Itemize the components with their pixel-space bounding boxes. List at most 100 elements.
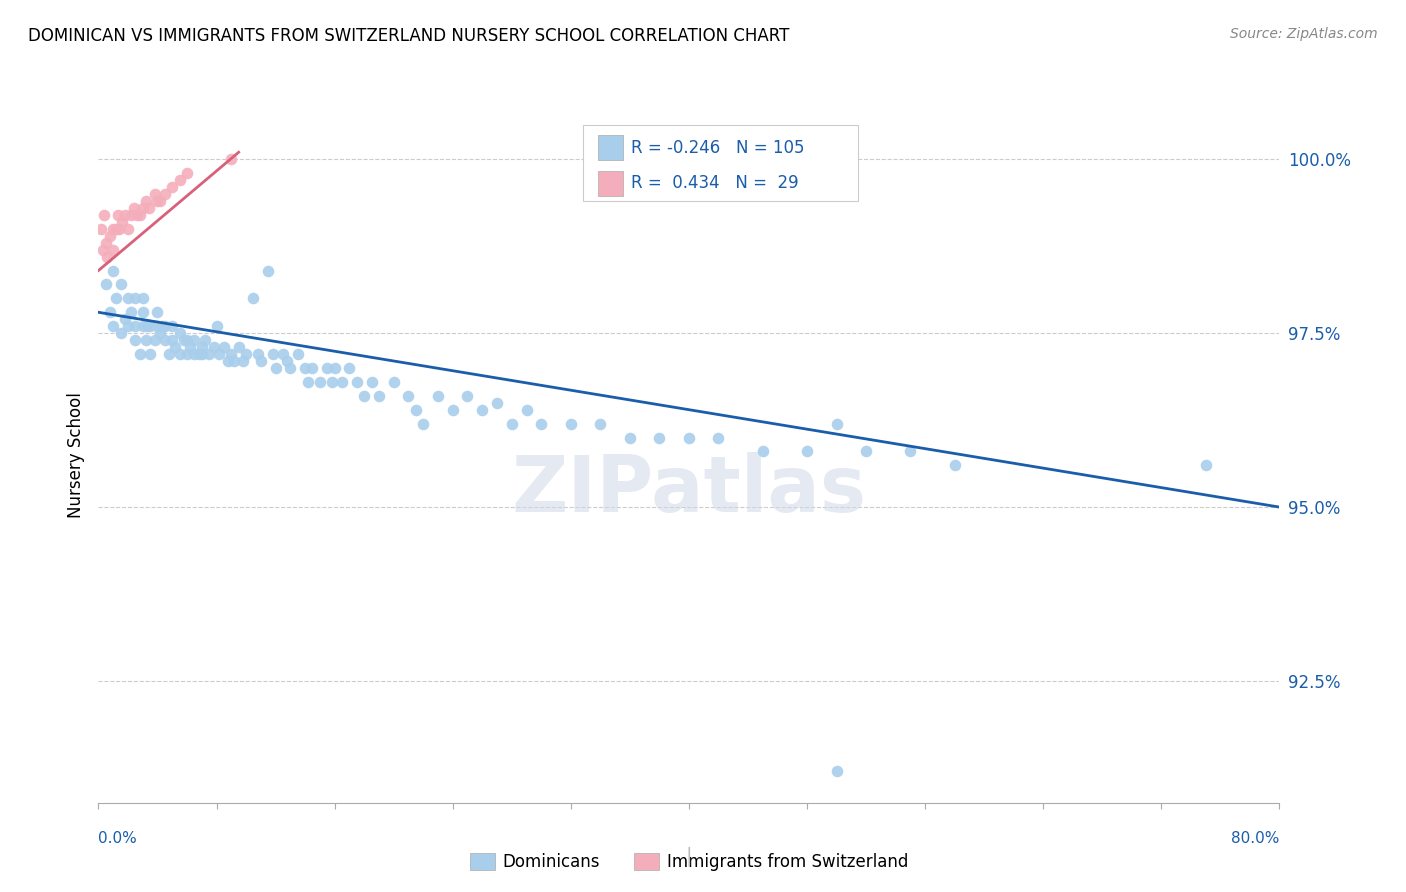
Point — [242, 292, 264, 306]
Point — [235, 347, 257, 361]
Point — [707, 431, 730, 445]
Point — [228, 340, 250, 354]
Text: R =  0.434   N =  29: R = 0.434 N = 29 — [631, 175, 799, 193]
Point — [396, 389, 419, 403]
Point — [330, 375, 353, 389]
Point — [309, 375, 332, 389]
Point — [176, 166, 198, 180]
Point — [346, 375, 368, 389]
Point — [105, 222, 128, 236]
Point — [146, 305, 169, 319]
Point — [368, 389, 391, 403]
Point — [103, 263, 125, 277]
Point — [153, 333, 176, 347]
Point — [224, 354, 246, 368]
Point — [149, 194, 172, 208]
Point — [138, 201, 160, 215]
Point — [124, 333, 146, 347]
Point — [143, 187, 166, 202]
Point — [323, 361, 346, 376]
Point — [212, 340, 235, 354]
Point — [297, 375, 319, 389]
Point — [1195, 458, 1218, 473]
Point — [98, 228, 121, 243]
Point — [648, 431, 671, 445]
Point — [183, 333, 205, 347]
Point — [103, 222, 125, 236]
Point — [825, 764, 848, 779]
Point — [162, 180, 183, 194]
Point — [219, 347, 242, 361]
Point — [124, 292, 146, 306]
Point — [125, 208, 148, 222]
Point — [301, 361, 323, 376]
Y-axis label: Nursery School: Nursery School — [67, 392, 86, 518]
Point — [128, 347, 150, 361]
Point — [619, 431, 641, 445]
Point — [179, 340, 201, 354]
Point — [412, 417, 434, 431]
Point — [751, 444, 773, 458]
Point — [117, 319, 139, 334]
Point — [194, 333, 217, 347]
Point — [135, 194, 157, 208]
Point — [176, 347, 198, 361]
Point — [120, 305, 142, 319]
Point — [122, 201, 145, 215]
Point — [250, 354, 273, 368]
Point — [191, 340, 214, 354]
Point — [456, 389, 478, 403]
Point — [114, 208, 136, 222]
Point — [321, 375, 343, 389]
Point — [246, 347, 269, 361]
Point — [205, 319, 228, 334]
Point — [339, 361, 360, 376]
Point — [515, 402, 537, 417]
Point — [271, 347, 294, 361]
Point — [90, 222, 112, 236]
Point — [198, 347, 221, 361]
Point — [501, 417, 523, 431]
Point — [153, 319, 176, 334]
Text: Source: ZipAtlas.com: Source: ZipAtlas.com — [1230, 27, 1378, 41]
Point — [132, 305, 155, 319]
Point — [132, 292, 155, 306]
Point — [262, 347, 284, 361]
Point — [114, 312, 136, 326]
Point — [132, 201, 155, 215]
Point — [120, 208, 142, 222]
Point — [111, 215, 134, 229]
Point — [136, 319, 159, 334]
Point — [202, 340, 225, 354]
Point — [441, 402, 464, 417]
Point — [105, 292, 128, 306]
Point — [360, 375, 382, 389]
Point — [94, 235, 117, 250]
Point — [165, 340, 187, 354]
Point — [316, 361, 339, 376]
Point — [530, 417, 553, 431]
Point — [294, 361, 316, 376]
Point — [143, 333, 166, 347]
Point — [96, 250, 118, 264]
Point — [471, 402, 494, 417]
Point — [169, 326, 191, 341]
Point — [117, 292, 139, 306]
Point — [173, 333, 195, 347]
Point — [678, 431, 700, 445]
Point — [900, 444, 922, 458]
Point — [405, 402, 427, 417]
Point — [107, 208, 129, 222]
Point — [146, 194, 169, 208]
Point — [110, 277, 132, 292]
Point — [589, 417, 612, 431]
Text: 80.0%: 80.0% — [1232, 830, 1279, 846]
Point — [169, 173, 191, 187]
Point — [110, 326, 132, 341]
Point — [796, 444, 818, 458]
Point — [93, 208, 115, 222]
Point — [139, 347, 162, 361]
Point — [139, 319, 162, 334]
Point — [382, 375, 405, 389]
Legend: Dominicans, Immigrants from Switzerland: Dominicans, Immigrants from Switzerland — [463, 847, 915, 878]
